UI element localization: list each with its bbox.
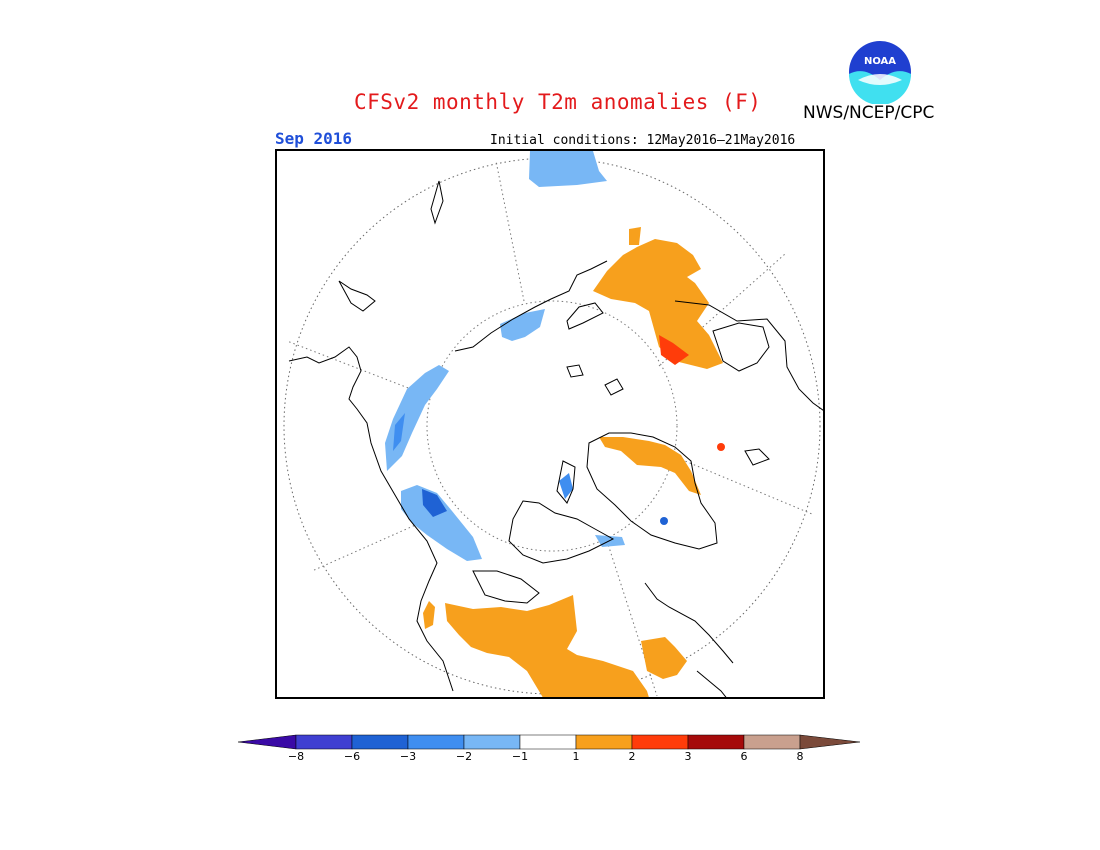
colorbar [238,734,861,750]
colorbar-label: −3 [399,750,417,763]
colorbar-bin [743,734,801,750]
colorbar-label: 8 [796,750,804,763]
colorbar-label: −6 [343,750,361,763]
negative-anomaly-areas [385,151,668,561]
map-boundary [283,157,821,695]
colorbar-label: −2 [455,750,473,763]
colorbar-lower-arrow [238,734,297,750]
colorbar-bin [575,734,633,750]
colorbar-label: 6 [740,750,748,763]
colorbar-upper-arrow [799,734,861,750]
colorbar-bin [295,734,353,750]
noaa-logo-icon: NOAA [849,41,911,104]
positive-anomaly-areas [423,227,725,697]
colorbar-label: 3 [684,750,692,763]
initial-conditions: Initial conditions: 12May2016–21May2016 [490,133,796,148]
colorbar-bin [519,734,577,750]
colorbar-bin [631,734,689,750]
polar-map [275,149,825,699]
coastlines [288,180,823,697]
colorbar-label: −8 [287,750,305,763]
chart-title: CFSv2 monthly T2m anomalies (F) [354,90,762,114]
polar-map-canvas [283,151,823,697]
noaa-logo-text: NOAA [864,56,896,67]
colorbar-label: 2 [628,750,636,763]
colorbar-label: −1 [511,750,529,763]
latitude-circle [426,300,678,552]
organization-label: NWS/NCEP/CPC [803,103,935,123]
colorbar-bin [351,734,409,750]
colorbar-bin [407,734,465,750]
colorbar-label: 1 [572,750,580,763]
target-month: Sep 2016 [275,129,353,148]
colorbar-bin [463,734,521,750]
colorbar-bin [687,734,745,750]
